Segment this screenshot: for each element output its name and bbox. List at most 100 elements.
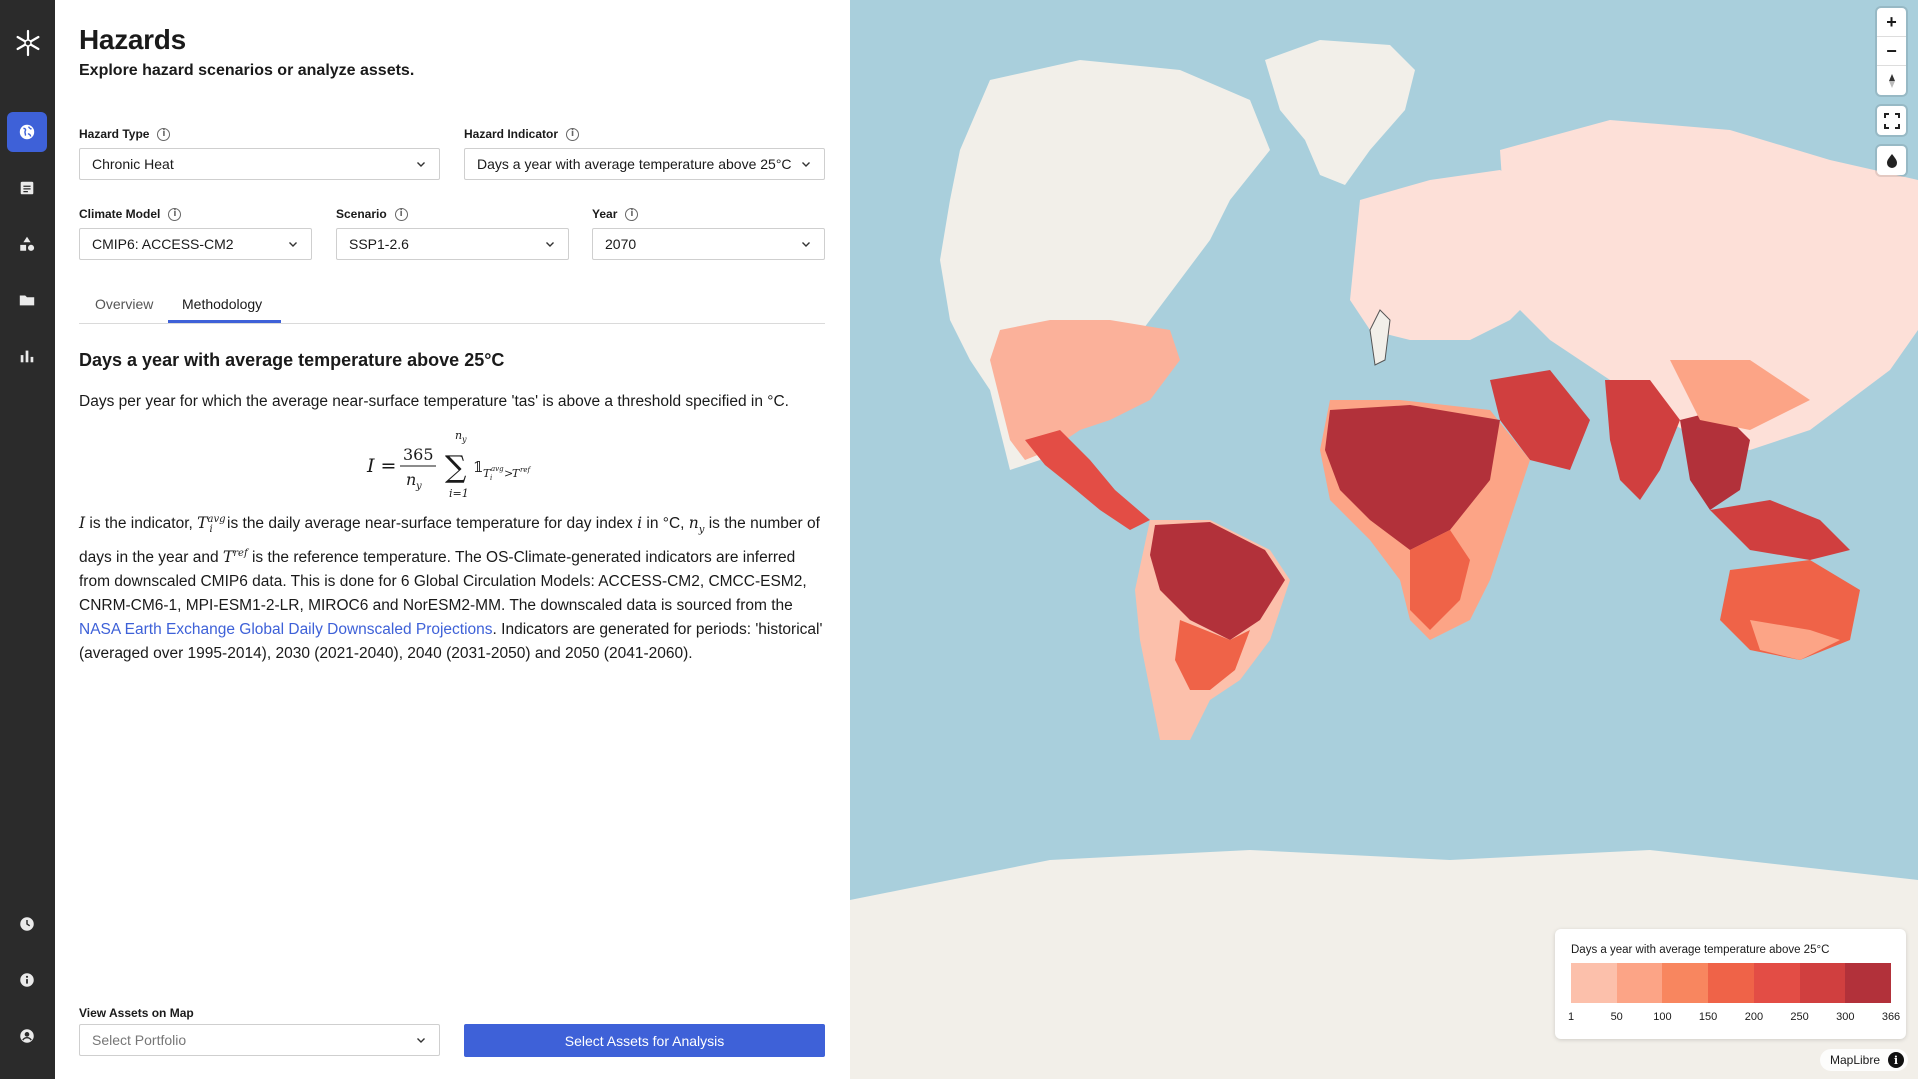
climate-model-select[interactable]: CMIP6: ACCESS-CM2 [79,228,312,260]
land-asia [1500,120,1918,450]
heat-australia-south [1750,620,1840,660]
fullscreen-icon [1883,112,1900,129]
formula-indicator-symbol: 𝟙 [473,458,483,476]
legend-bin-6 [1799,963,1846,1003]
chevron-down-icon [546,242,554,247]
climate-model-label: Climate Model i [79,207,182,221]
uk-outline [1369,309,1391,366]
compass-button[interactable] [1877,66,1906,95]
scenario-select[interactable]: SSP1-2.6 [336,228,569,260]
select-assets-button[interactable]: Select Assets for Analysis [464,1024,825,1057]
bar-chart-icon [20,350,34,363]
nav-account-button[interactable] [7,1016,47,1056]
tab-methodology[interactable]: Methodology [182,296,263,312]
world-map-graphic [850,40,1918,1079]
app-sidebar [0,0,55,1079]
nav-hazards-button[interactable] [7,112,47,152]
nav-analytics-button[interactable] [7,336,47,376]
nav-history-button[interactable] [7,904,47,944]
formula-cond-T: T [483,467,492,480]
heat-brazil-south [1175,620,1250,690]
info-icon[interactable]: i [394,207,408,221]
heat-mexico [1025,430,1150,530]
heat-indonesia [1710,500,1850,560]
formula-graphic: I = 365 n y ∑ n y i=1 𝟙 T avg i > T ref [366,429,531,500]
formula-sum-upper-sub: y [461,435,467,444]
legend-tick: 366 [1881,1011,1901,1023]
legend-tick: 1 [1567,1011,1575,1023]
heat-usa [990,320,1180,460]
nav-assets-button[interactable] [7,224,47,264]
fullscreen-control [1877,106,1906,135]
legend-tick: 300 [1836,1011,1855,1023]
chevron-down-icon [417,1038,425,1043]
legend-tick: 150 [1698,1011,1718,1023]
legend-tick: 50 [1610,1011,1623,1023]
shapes-icon [20,236,35,251]
heat-china-south [1670,360,1810,430]
formula-sum-lower: i=1 [449,487,469,500]
nav-portfolios-button[interactable] [7,280,47,320]
formula-cond-sub: i [490,474,492,482]
nex-gddp-link[interactable]: NASA Earth Exchange Global Daily Downsca… [79,621,493,639]
hazard-indicator-label: Hazard Indicator i [464,127,580,141]
account-icon [20,1029,34,1043]
legend-tick: 200 [1744,1011,1764,1023]
heat-sahel [1325,405,1500,550]
page-title: Hazards [79,24,186,55]
formula-cond-ref-T: T [512,467,521,480]
hazard-indicator-select[interactable]: Days a year with average temperature abo… [464,148,825,180]
chevron-down-icon [289,242,297,247]
year-label: Year i [592,207,639,221]
legend-bin-7 [1845,963,1892,1003]
zoom-control-group: + − [1877,8,1906,95]
chevron-down-icon [802,162,810,167]
heat-southern-africa [1410,530,1470,630]
info-icon[interactable]: i [1888,1052,1904,1068]
formula-lhs: I = [366,455,396,477]
nav-info-button[interactable] [7,960,47,1000]
formula-sum-upper: n [455,429,462,442]
info-icon[interactable]: i [625,207,639,221]
globe-icon [19,124,35,140]
methodology-intro: Days per year for which the average near… [79,393,789,410]
globe-control [1877,146,1906,175]
tab-overview[interactable]: Overview [95,296,154,312]
portfolio-select[interactable]: Select Portfolio [79,1024,440,1056]
scenario-label: Scenario i [336,207,408,221]
formula-sigma: ∑ [445,450,467,485]
zoom-in-button[interactable]: + [1877,8,1906,37]
logo-icon[interactable] [13,28,43,58]
info-icon[interactable]: i [157,127,171,141]
hazard-type-select[interactable]: Chronic Heat [79,148,440,180]
map-attribution[interactable]: MapLibre i [1819,1049,1908,1071]
page-subtitle: Explore hazard scenarios or analyze asse… [79,62,415,79]
land-greenland [1265,40,1415,185]
tab-bar: Overview Methodology [79,290,825,324]
heat-india [1605,380,1680,500]
info-icon[interactable]: i [168,207,182,221]
legend-title: Days a year with average temperature abo… [1571,944,1830,956]
zoom-out-button[interactable]: − [1877,37,1906,66]
hazard-type-label: Hazard Type i [79,127,171,141]
info-icon[interactable]: i [566,127,580,141]
active-tab-indicator [168,320,281,323]
map-legend: Days a year with average temperature abo… [1555,929,1906,1039]
formula-cond-sup: avg [491,465,504,473]
fullscreen-button[interactable] [1877,106,1906,135]
indicator-formula: I = 365 n y ∑ n y i=1 𝟙 T avg i > T ref [79,428,829,502]
hazard-map[interactable]: + − Days a year with average temperature… [850,0,1918,1079]
info-icon [20,973,34,987]
formula-numerator: 365 [403,445,434,464]
methodology-body: I is the indicator, Tavgi is the daily a… [79,514,823,663]
legend-bin-3 [1662,963,1709,1003]
chevron-down-icon [417,162,425,167]
nav-reports-button[interactable] [7,168,47,208]
heat-arabia [1490,370,1590,470]
view-assets-label: View Assets on Map [79,1006,194,1020]
globe-toggle-icon [1886,153,1897,168]
globe-toggle-button[interactable] [1877,146,1906,175]
legend-tick: 250 [1790,1011,1809,1023]
year-select[interactable]: 2070 [592,228,825,260]
legend-bin-2 [1616,963,1663,1003]
